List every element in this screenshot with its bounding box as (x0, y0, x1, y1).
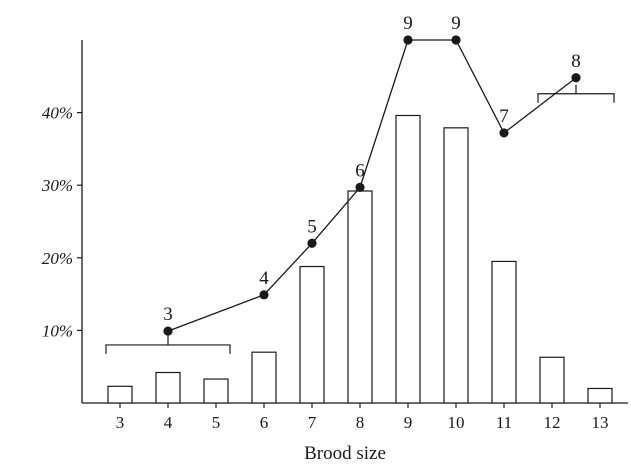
y-tick-label-30: 30% (41, 176, 73, 195)
bar-3 (107, 385, 133, 404)
y-tick-label-10: 10% (42, 321, 73, 340)
x-ticks: 3 4 5 6 7 8 9 10 11 12 13 (116, 403, 609, 432)
line-point-label-3: 5 (307, 216, 317, 237)
line-point-1 (163, 326, 173, 336)
x-tick-label-3: 3 (116, 413, 125, 432)
x-tick-label-5: 5 (212, 413, 221, 432)
bar-9 (395, 114, 421, 404)
x-tick-label-8: 8 (356, 413, 365, 432)
bar-13 (587, 387, 613, 404)
line-point-4 (355, 182, 365, 192)
line-point-3 (307, 238, 317, 248)
line-point-label-2: 4 (259, 268, 269, 289)
y-tick-label-20: 20% (42, 249, 73, 268)
bar-8 (347, 190, 373, 404)
x-tick-label-12: 12 (544, 413, 561, 432)
x-tick-label-7: 7 (308, 413, 317, 432)
x-axis-title: Brood size (304, 443, 386, 464)
y-tick-label-40: 40% (42, 104, 73, 123)
bar-12 (539, 356, 565, 404)
brackets (105, 84, 615, 354)
line-point-2 (259, 290, 269, 300)
line-point-6 (451, 35, 461, 45)
line-point-5 (403, 35, 413, 45)
line-point-label-1: 3 (163, 304, 173, 325)
line-point-label-4: 6 (355, 160, 365, 181)
x-tick-label-4: 4 (164, 413, 173, 432)
line-point-label-7: 7 (499, 106, 509, 127)
x-tick-label-13: 13 (592, 413, 609, 432)
bracket-2 (537, 84, 615, 103)
line-point-label-6: 9 (451, 13, 461, 34)
bars (107, 114, 613, 404)
bar-6 (251, 351, 277, 404)
x-tick-label-6: 6 (260, 413, 269, 432)
x-tick-label-10: 10 (448, 413, 465, 432)
line-point-7 (499, 128, 509, 138)
bar-11 (491, 260, 517, 404)
x-tick-label-11: 11 (496, 413, 512, 432)
x-tick-label-9: 9 (404, 413, 413, 432)
bar-7 (299, 265, 325, 404)
bar-4 (155, 371, 181, 404)
bar-10 (443, 127, 469, 404)
line-point-label-8: 8 (571, 51, 581, 72)
y-ticks: 10% 20% 30% 40% (41, 104, 82, 340)
bar-5 (203, 378, 229, 404)
line-path (167, 39, 577, 332)
series-line: 3 4 5 6 9 9 7 8 (163, 13, 581, 336)
bracket-1 (105, 335, 231, 354)
line-point-8 (571, 73, 581, 83)
line-point-label-5: 9 (403, 13, 413, 34)
